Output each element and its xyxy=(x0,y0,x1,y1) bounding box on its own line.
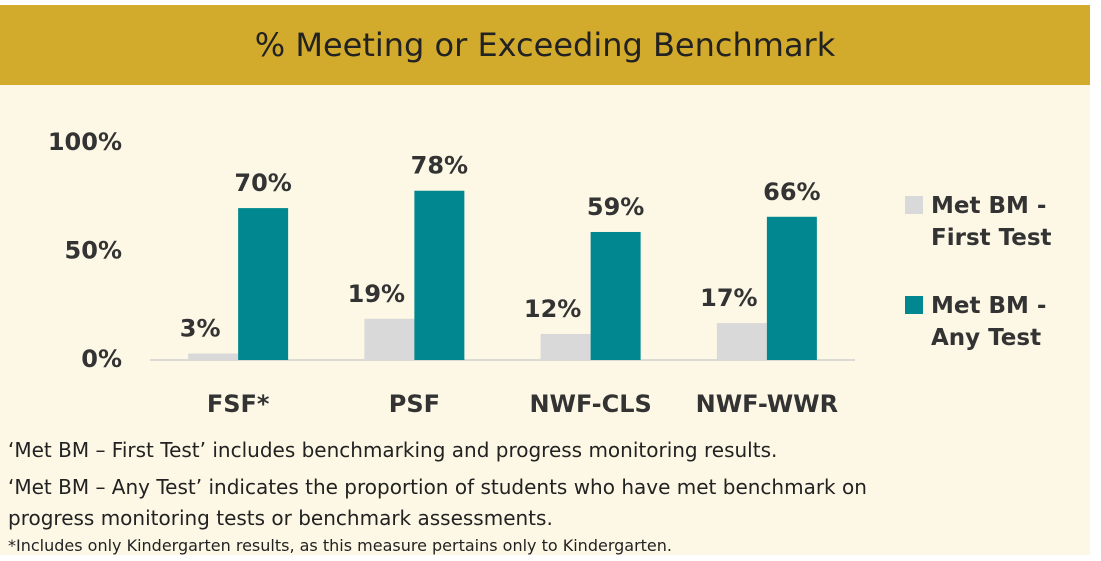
data-label: 17% xyxy=(700,284,757,312)
footnote: *Includes only Kindergarten results, as … xyxy=(8,536,672,555)
bar xyxy=(590,231,641,360)
data-label: 66% xyxy=(763,178,820,206)
data-label: 19% xyxy=(348,280,405,308)
legend-swatch xyxy=(905,296,923,314)
bar xyxy=(364,318,415,360)
data-label: 12% xyxy=(524,295,581,323)
x-tick-label: NWF-CLS xyxy=(529,390,651,418)
y-tick-label: 100% xyxy=(48,128,122,156)
panel: % Meeting or Exceeding Benchmark xyxy=(0,5,1090,555)
legend-item: Met BM - First Test xyxy=(905,190,1071,254)
bar xyxy=(540,333,591,360)
bar xyxy=(716,323,767,360)
y-tick-label: 0% xyxy=(81,345,122,373)
legend-swatch xyxy=(905,196,923,214)
legend-item: Met BM - Any Test xyxy=(905,290,1071,354)
data-label: 59% xyxy=(587,193,644,221)
data-label: 3% xyxy=(180,314,221,342)
x-tick-label: NWF-WWR xyxy=(696,390,839,418)
legend-label: Met BM - First Test xyxy=(931,193,1052,251)
legend-label: Met BM - Any Test xyxy=(931,293,1047,351)
footnote: ‘Met BM – Any Test’ indicates the propor… xyxy=(8,475,867,530)
x-tick-label: FSF* xyxy=(207,390,270,418)
data-label: 70% xyxy=(234,169,291,197)
chart-title: % Meeting or Exceeding Benchmark xyxy=(0,5,1090,85)
bar xyxy=(414,190,465,360)
bar xyxy=(766,216,817,360)
y-tick-label: 50% xyxy=(65,237,122,265)
bar xyxy=(188,353,239,360)
data-label: 78% xyxy=(411,152,468,180)
bar xyxy=(238,208,289,360)
x-tick-label: PSF xyxy=(389,390,440,418)
footnote: ‘Met BM – First Test’ includes benchmark… xyxy=(8,438,778,462)
